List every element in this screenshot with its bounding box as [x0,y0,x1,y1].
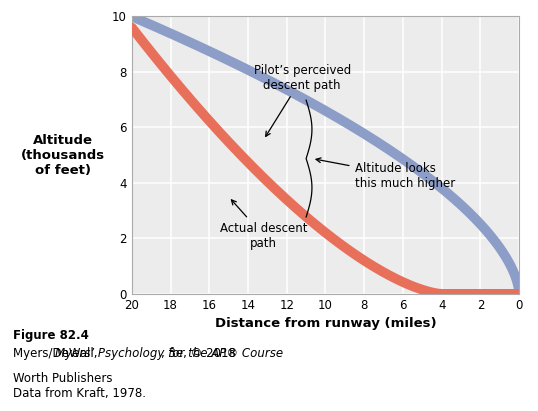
Y-axis label: Altitude
(thousands
of feet): Altitude (thousands of feet) [21,134,105,177]
Text: Worth Publishers
Data from Kraft, 1978.: Worth Publishers Data from Kraft, 1978. [13,372,146,400]
Text: Figure 82.4: Figure 82.4 [13,329,89,342]
X-axis label: Distance from runway (miles): Distance from runway (miles) [215,317,436,330]
Text: Myers/DeWall,: Myers/DeWall, [13,347,102,360]
Text: Pilot’s perceived
descent path: Pilot’s perceived descent path [253,64,351,136]
Text: , 3e, © 2018: , 3e, © 2018 [161,347,236,360]
Text: Altitude looks
this much higher: Altitude looks this much higher [316,158,455,190]
Text: Actual descent
path: Actual descent path [220,200,307,250]
Text: Myers’ Psychology for the AP® Course: Myers’ Psychology for the AP® Course [55,347,283,360]
